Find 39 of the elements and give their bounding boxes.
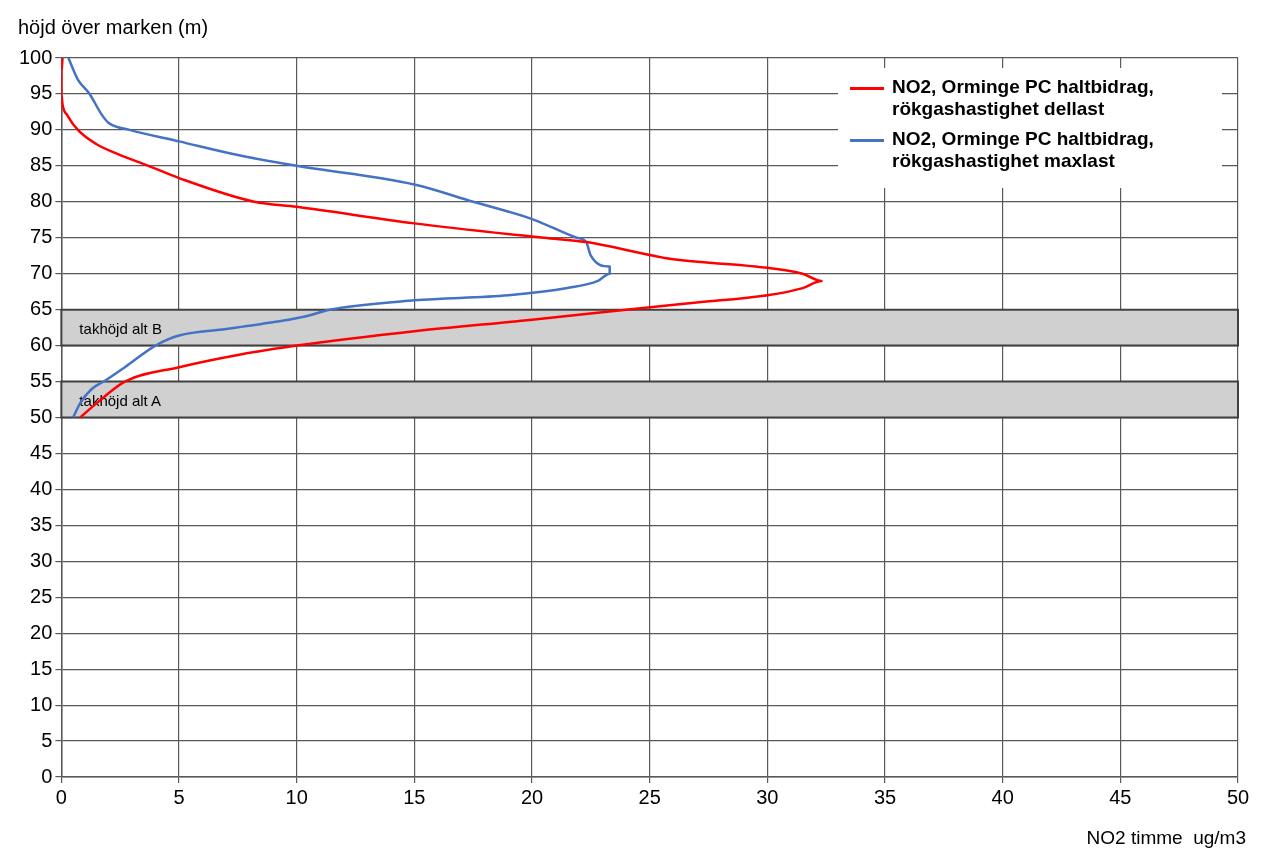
y-tick-label: 70 <box>30 261 53 284</box>
y-tick-label: 10 <box>30 692 53 715</box>
x-tick-label: 45 <box>1109 785 1132 808</box>
legend-label: NO2, Orminge PC haltbidrag, rökgashastighet dellast <box>892 76 1155 120</box>
y-tick-label: 75 <box>30 225 53 248</box>
y-tick-label: 50 <box>30 405 53 428</box>
y-tick-label: 15 <box>30 656 53 679</box>
y-tick-label: 85 <box>30 153 53 176</box>
x-tick-label: 10 <box>285 785 308 808</box>
line-series <box>67 58 611 419</box>
band-label: takhöjd alt B <box>79 319 162 337</box>
x-tick-label: 40 <box>991 785 1014 808</box>
legend-label: NO2, Orminge PC haltbidrag, rökgashastighet maxlast <box>892 128 1155 172</box>
y-tick-label: 25 <box>30 584 53 607</box>
x-tick-label: 25 <box>638 785 661 808</box>
y-tick-label: 45 <box>30 440 53 463</box>
x-tick-label: 20 <box>520 785 544 808</box>
y-tick-label: 95 <box>30 81 53 104</box>
x-tick-label: 50 <box>1226 785 1250 808</box>
y-tick-label: 90 <box>30 117 53 140</box>
x-tick-label: 15 <box>403 785 426 808</box>
y-tick-label: 35 <box>30 512 53 535</box>
x-tick-label: 30 <box>756 785 779 808</box>
x-tick-label: 0 <box>55 785 67 808</box>
y-tick-label: 60 <box>30 333 53 356</box>
y-tick-label: 5 <box>41 728 53 751</box>
y-tick-label: 100 <box>18 45 53 68</box>
line-series <box>61 58 823 419</box>
y-tick-label: 55 <box>30 369 53 392</box>
y-tick-label: 80 <box>30 189 53 212</box>
y-tick-label: 65 <box>30 297 53 320</box>
y-axis-title: höjd över marken (m) <box>18 16 209 39</box>
x-axis-title: NO2 timme ug/m3 <box>1086 827 1246 849</box>
y-tick-label: 20 <box>30 620 53 643</box>
y-tick-label: 30 <box>30 548 53 571</box>
x-tick-label: 35 <box>873 785 897 808</box>
x-tick-label: 5 <box>173 785 185 808</box>
y-tick-label: 40 <box>30 476 53 499</box>
y-tick-label: 0 <box>41 764 53 787</box>
